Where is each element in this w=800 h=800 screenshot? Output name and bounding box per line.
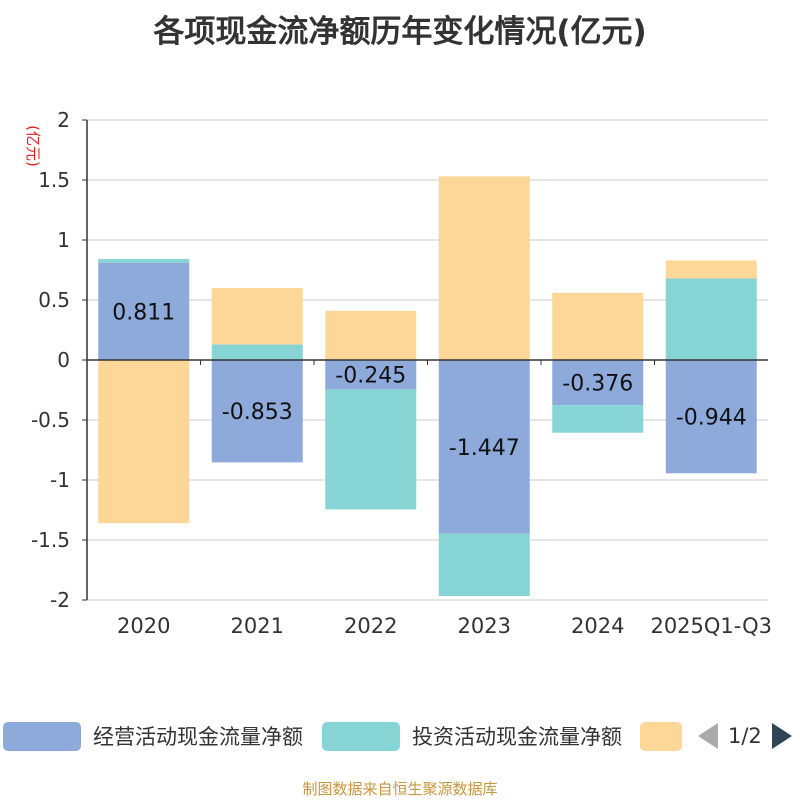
data-label: -1.447	[449, 436, 520, 461]
bar-financing	[665, 260, 757, 279]
bar-financing	[211, 288, 303, 345]
data-label: 0.811	[112, 300, 175, 325]
data-label: -0.853	[222, 400, 293, 425]
y-tick-label: -1.5	[31, 528, 70, 552]
bar-operating	[98, 262, 190, 360]
bar-operating	[665, 360, 757, 474]
x-tick-label: 2022	[344, 614, 397, 638]
legend-item-financing[interactable]	[640, 716, 682, 756]
data-label: -0.376	[562, 372, 633, 397]
bar-operating	[438, 360, 530, 534]
legend-label-operating: 经营活动现金流量净额	[93, 725, 303, 749]
y-tick-label: -2	[50, 588, 70, 612]
bar-investing	[325, 389, 417, 510]
y-tick-label: 0	[57, 348, 70, 372]
bar-investing	[98, 259, 190, 263]
legend-pager: 1/2	[698, 716, 792, 756]
bar-investing	[552, 405, 644, 433]
legend-label-investing: 投资活动现金流量净额	[412, 725, 622, 749]
y-tick-label: 1	[57, 228, 70, 252]
legend-page-indicator: 1/2	[728, 724, 762, 748]
bar-investing	[211, 344, 303, 360]
x-tick-label: 2020	[117, 614, 170, 638]
x-tick-label: 2025Q1-Q3	[650, 614, 772, 638]
x-tick-label: 2023	[458, 614, 511, 638]
chart-title: 各项现金流净额历年变化情况(亿元)	[153, 14, 647, 50]
data-label: -0.944	[676, 406, 747, 431]
legend-swatch-investing	[322, 721, 400, 751]
bar-operating	[325, 360, 417, 390]
x-tick-label: 2021	[231, 614, 284, 638]
legend: 经营活动现金流量净额 投资活动现金流量净额	[0, 716, 800, 756]
legend-swatch-operating	[3, 721, 81, 751]
bar-financing	[325, 310, 417, 360]
legend-next-icon[interactable]	[771, 723, 792, 749]
y-tick-label: 2	[57, 108, 70, 132]
source-footer: 制图数据来自恒生聚源数据库	[302, 780, 498, 798]
bar-financing	[552, 292, 644, 360]
y-tick-label: 0.5	[38, 288, 70, 312]
legend-swatch-financing	[640, 721, 682, 751]
legend-prev-icon[interactable]	[698, 723, 718, 749]
bar-financing	[438, 176, 530, 360]
legend-item-operating[interactable]: 经营活动现金流量净额	[3, 716, 303, 756]
y-tick-label: 1.5	[38, 168, 70, 192]
x-tick-label: 2024	[571, 614, 624, 638]
data-label: -0.245	[335, 364, 406, 389]
y-tick-label: -1	[50, 468, 70, 492]
bar-financing	[98, 360, 190, 524]
y-axis-unit-label: (亿元)	[24, 125, 42, 167]
bar-investing	[438, 533, 530, 597]
bar-operating	[211, 360, 303, 463]
bar-investing	[665, 278, 757, 360]
legend-item-investing[interactable]: 投资活动现金流量净额	[322, 716, 622, 756]
chart-canvas: 2 1.5 1 0.5 0 -0.5 -1 -1.5 -2 (亿元) 0.811 -0.853 -0.2…	[24, 108, 772, 638]
bar-operating	[552, 360, 644, 406]
y-tick-label: -0.5	[31, 408, 70, 432]
